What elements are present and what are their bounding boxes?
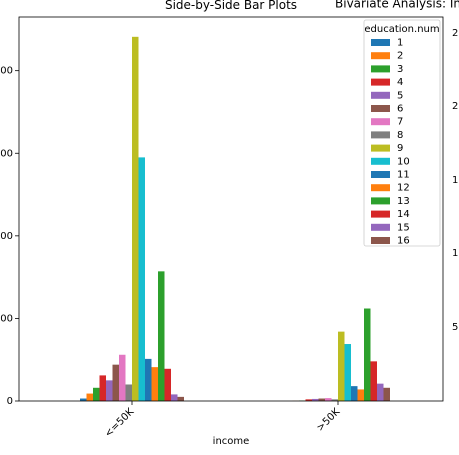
bar <box>325 398 332 401</box>
overlay-tick-labels: 25 20 15 10 5 <box>452 28 459 333</box>
bar <box>86 393 93 401</box>
x-axis-label: income <box>213 436 250 447</box>
legend-swatch <box>371 237 390 244</box>
bar <box>351 386 358 401</box>
legend-swatch <box>371 131 390 139</box>
bar <box>112 364 119 401</box>
y-tick-label: 1000 <box>0 313 13 324</box>
legend-label: 9 <box>397 143 403 154</box>
y-tick-label: 3000 <box>0 148 13 159</box>
legend-title: education.num <box>364 24 439 35</box>
legend-swatch <box>371 39 390 46</box>
legend-swatch <box>371 197 390 205</box>
bar <box>331 399 338 401</box>
bar <box>93 387 100 401</box>
bar <box>158 271 165 401</box>
bar <box>171 394 178 401</box>
legend-swatch <box>371 223 390 231</box>
y-tick-label: 2000 <box>0 231 13 242</box>
overlay-tick-label: 25 <box>452 28 459 39</box>
legend-label: 11 <box>397 170 410 181</box>
overlay-tick-label: 10 <box>452 248 459 259</box>
bar <box>364 308 371 401</box>
x-tick-label: <=50K <box>103 406 137 440</box>
legend-label: 1 <box>397 38 403 49</box>
bar <box>370 361 377 401</box>
bar <box>106 380 113 401</box>
legend-label: 4 <box>397 77 403 88</box>
y-tick-label: 4000 <box>0 66 13 77</box>
overlay-tick-label: 5 <box>452 322 458 333</box>
legend-label: 8 <box>397 130 403 141</box>
bar <box>377 383 384 401</box>
bar <box>119 354 126 401</box>
legend-label: 6 <box>397 104 403 115</box>
x-tick-label: >50K <box>315 406 343 434</box>
legend-swatch <box>371 78 390 86</box>
bar <box>357 389 364 401</box>
bar <box>132 36 139 401</box>
overlay-tick-label: 20 <box>452 101 459 112</box>
bar <box>125 384 132 401</box>
legend-label: 7 <box>397 117 403 128</box>
bar <box>80 398 87 401</box>
bar <box>145 358 152 401</box>
legend-label: 14 <box>397 209 410 220</box>
bar <box>99 375 106 401</box>
legend-label: 10 <box>397 156 410 167</box>
bars <box>80 36 390 401</box>
legend-swatch <box>371 105 390 112</box>
y-tick-label: 0 <box>7 396 13 407</box>
legend-swatch <box>371 210 390 218</box>
bar <box>151 367 158 401</box>
legend-swatch <box>371 52 390 60</box>
plot-frame <box>18 16 444 402</box>
legend-label: 16 <box>397 236 410 247</box>
bar <box>383 387 390 401</box>
legend-swatch <box>371 171 390 178</box>
legend-swatch <box>371 118 390 126</box>
bar <box>318 398 325 401</box>
bar <box>344 344 351 401</box>
legend-swatch <box>371 91 390 99</box>
bar <box>312 398 319 401</box>
y-axis-ticks: 0 1000 2000 3000 4000 <box>0 66 19 407</box>
bar <box>305 399 312 401</box>
overlay-tick-label: 15 <box>452 175 459 186</box>
bar <box>338 331 345 401</box>
legend-label: 2 <box>397 51 403 62</box>
legend-label: 12 <box>397 183 410 194</box>
bar <box>164 368 171 401</box>
legend-swatch <box>371 144 390 152</box>
legend-label: 3 <box>397 64 403 75</box>
legend-label: 13 <box>397 196 410 207</box>
legend-swatch <box>371 184 390 192</box>
x-axis-ticks: <=50K >50K <box>103 401 343 440</box>
bar <box>177 396 184 401</box>
legend-label: 5 <box>397 90 403 101</box>
bar <box>138 157 145 401</box>
legend-label: 15 <box>397 222 410 233</box>
chart-title: Side-by-Side Bar Plots <box>165 0 297 12</box>
overlay-title: Bivariate Analysis: Incom <box>335 0 459 11</box>
legend-swatch <box>371 65 390 73</box>
legend-swatch <box>371 157 390 165</box>
